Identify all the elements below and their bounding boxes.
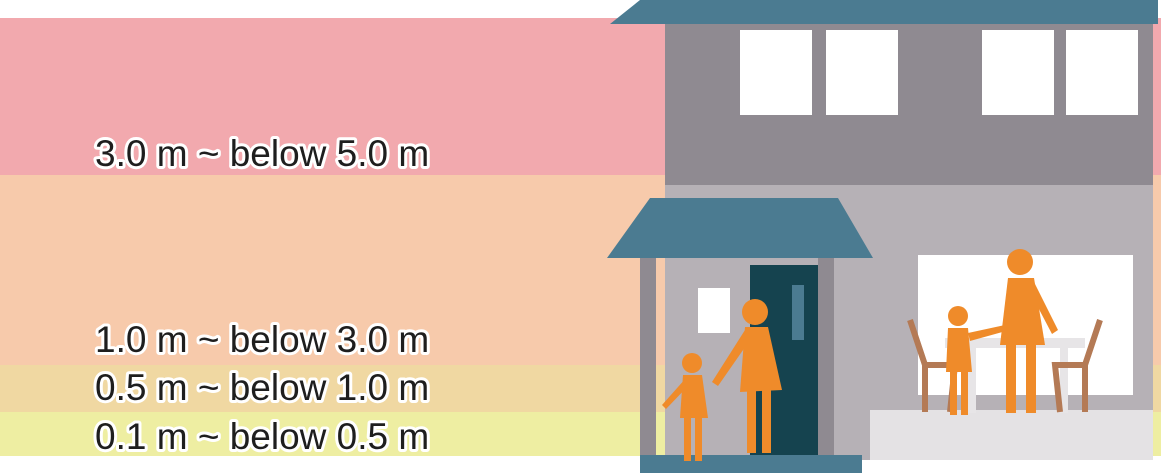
band-label: 0.5 m ~ below 1.0 m xyxy=(95,367,429,408)
band-label: 0.1 m ~ below 0.5 m xyxy=(95,416,429,457)
flood-depth-illustration: 3.0 m ~ below 5.0 m 1.0 m ~ below 3.0 m … xyxy=(0,0,1161,473)
window xyxy=(982,30,1054,115)
window xyxy=(1066,30,1138,115)
door-glass xyxy=(792,285,804,340)
house xyxy=(607,0,1158,473)
pillar xyxy=(818,258,834,458)
band-label: 1.0 m ~ below 3.0 m xyxy=(95,319,429,360)
band-label: 3.0 m ~ below 5.0 m xyxy=(95,133,429,174)
window xyxy=(740,30,812,115)
pillar xyxy=(640,258,656,458)
small-window xyxy=(698,288,730,333)
porch-roof xyxy=(607,198,873,258)
main-roof xyxy=(610,0,1158,24)
terrace xyxy=(870,410,1153,460)
window xyxy=(826,30,898,115)
porch-step xyxy=(640,455,862,473)
